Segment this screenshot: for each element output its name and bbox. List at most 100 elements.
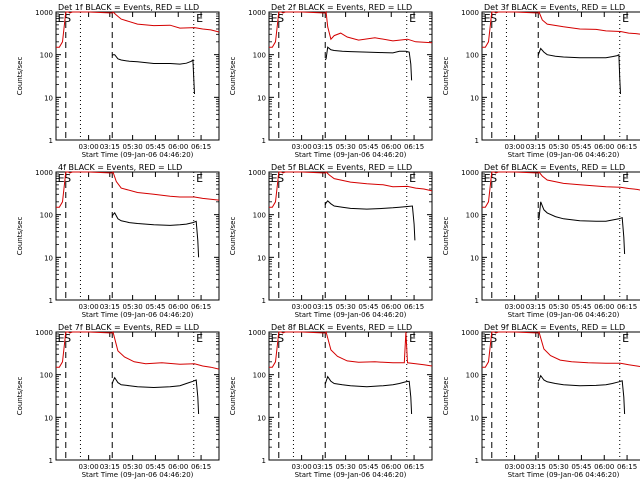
plot-frame xyxy=(268,11,433,141)
events-series-line xyxy=(537,201,626,255)
y-tick-label: 100 xyxy=(40,372,53,380)
y-tick-label: 10 xyxy=(257,254,266,262)
event-marker-label: E xyxy=(58,332,65,345)
x-tick-label: 03:15 xyxy=(313,463,333,471)
event-marker-label: E xyxy=(409,12,416,25)
panel-title: Det 1f BLACK = Events, RED = LLD xyxy=(58,3,199,12)
panel-title: Det 2f BLACK = Events, RED = LLD xyxy=(271,3,412,12)
y-axis-label: Counts/sec xyxy=(442,217,450,256)
event-marker-label: S xyxy=(490,332,497,345)
y-tick-label: 100 xyxy=(253,372,266,380)
y-axis-label: Counts/sec xyxy=(16,57,24,96)
x-tick-label: 05:30 xyxy=(336,463,356,471)
x-tick-label: 06:00 xyxy=(381,143,401,151)
plot-frame xyxy=(55,331,220,461)
event-marker-label: S xyxy=(277,332,284,345)
lld-series-line xyxy=(269,171,433,208)
y-tick-label: 100 xyxy=(466,52,479,60)
x-tick-label: 03:15 xyxy=(100,303,120,311)
x-tick-label: 06:15 xyxy=(191,463,211,471)
y-tick-label: 1000 xyxy=(248,329,266,337)
lld-series-line xyxy=(56,330,220,370)
panel-title: Det 7f BLACK = Events, RED = LLD xyxy=(58,323,199,332)
event-marker-label: E xyxy=(484,332,491,345)
plot-frame xyxy=(268,171,433,301)
y-tick-label: 1000 xyxy=(248,169,266,177)
x-tick-label: 05:45 xyxy=(145,303,165,311)
x-tick-label: 03:00 xyxy=(292,143,312,151)
y-tick-label: 100 xyxy=(253,212,266,220)
event-marker-label: E xyxy=(484,12,491,25)
y-tick-label: 1 xyxy=(262,297,266,305)
y-tick-label: 1000 xyxy=(35,329,53,337)
event-marker-label: S xyxy=(64,332,71,345)
x-tick-label: 06:15 xyxy=(404,143,424,151)
plot-frame xyxy=(268,331,433,461)
x-tick-label: 06:00 xyxy=(168,463,188,471)
x-tick-label: 03:15 xyxy=(313,303,333,311)
y-tick-label: 1000 xyxy=(461,329,479,337)
event-marker-label: E xyxy=(58,12,65,25)
x-tick-label: 05:45 xyxy=(571,303,591,311)
y-tick-label: 1 xyxy=(49,297,53,305)
y-tick-label: 1 xyxy=(262,457,266,465)
y-tick-label: 10 xyxy=(470,414,479,422)
y-axis-label: Counts/sec xyxy=(16,377,24,416)
event-marker-label: S xyxy=(277,172,284,185)
y-axis-label: Counts/sec xyxy=(229,217,237,256)
x-tick-label: 03:00 xyxy=(292,463,312,471)
x-tick-label: 06:00 xyxy=(381,303,401,311)
panel-4: 4f BLACK = Events, RED = LLD 1 10 100 1000 Co… xyxy=(16,163,220,319)
x-tick-label: 06:15 xyxy=(404,463,424,471)
y-tick-label: 1 xyxy=(475,297,479,305)
y-axis-label: Counts/sec xyxy=(16,217,24,256)
lld-series-line xyxy=(56,170,220,208)
x-tick-label: 05:45 xyxy=(571,463,591,471)
y-axis-label: Counts/sec xyxy=(229,57,237,96)
x-tick-label: 05:45 xyxy=(358,143,378,151)
events-series-line xyxy=(111,376,200,415)
event-marker-label: E xyxy=(409,332,416,345)
panel-8: Det 8f BLACK = Events, RED = LLD 1 10 100 10… xyxy=(229,323,433,479)
x-axis-label: Start Time (09-Jan-06 04:46:20) xyxy=(82,311,194,319)
panel-title: Det 9f BLACK = Events, RED = LLD xyxy=(484,323,625,332)
panel-2: Det 2f BLACK = Events, RED = LLD 1 10 100 10… xyxy=(229,3,433,159)
x-tick-label: 06:15 xyxy=(404,303,424,311)
plot-frame xyxy=(55,11,220,141)
x-tick-label: 05:45 xyxy=(145,143,165,151)
plot-frame xyxy=(481,331,640,461)
y-tick-label: 100 xyxy=(466,372,479,380)
panel-1: Det 1f BLACK = Events, RED = LLD 1 10 100 10… xyxy=(16,3,220,159)
x-tick-label: 06:00 xyxy=(594,143,614,151)
x-tick-label: 03:00 xyxy=(292,303,312,311)
x-axis-label: Start Time (09-Jan-06 04:46:20) xyxy=(295,151,407,159)
y-tick-label: 100 xyxy=(40,212,53,220)
y-tick-label: 1000 xyxy=(461,169,479,177)
panel-title: Det 6f BLACK = Events, RED = LLD xyxy=(484,163,625,172)
y-tick-label: 1 xyxy=(49,137,53,145)
lld-series-line xyxy=(482,11,640,48)
y-tick-label: 1000 xyxy=(461,9,479,17)
panel-9: Det 9f BLACK = Events, RED = LLD 1 10 100 10… xyxy=(442,323,640,479)
panel-title: Det 5f BLACK = Events, RED = LLD xyxy=(271,163,412,172)
y-tick-label: 10 xyxy=(470,94,479,102)
x-tick-label: 03:00 xyxy=(505,463,525,471)
x-tick-label: 03:00 xyxy=(505,303,525,311)
panel-7: Det 7f BLACK = Events, RED = LLD 1 10 100 10… xyxy=(16,323,220,479)
events-series-line xyxy=(111,54,195,95)
x-tick-label: 03:15 xyxy=(100,463,120,471)
lld-series-line xyxy=(56,11,220,48)
event-marker-label: E xyxy=(196,172,203,185)
y-tick-label: 10 xyxy=(257,94,266,102)
y-tick-label: 1000 xyxy=(35,169,53,177)
x-axis-label: Start Time (09-Jan-06 04:46:20) xyxy=(295,471,407,479)
x-tick-label: 06:15 xyxy=(191,303,211,311)
events-series-line xyxy=(111,212,200,258)
x-tick-label: 03:00 xyxy=(505,143,525,151)
x-tick-label: 06:00 xyxy=(594,463,614,471)
panel-title: Det 3f BLACK = Events, RED = LLD xyxy=(484,3,625,12)
lld-series-line xyxy=(269,330,433,368)
event-marker-label: S xyxy=(490,12,497,25)
plot-frame xyxy=(481,11,640,141)
event-marker-label: E xyxy=(271,332,278,345)
